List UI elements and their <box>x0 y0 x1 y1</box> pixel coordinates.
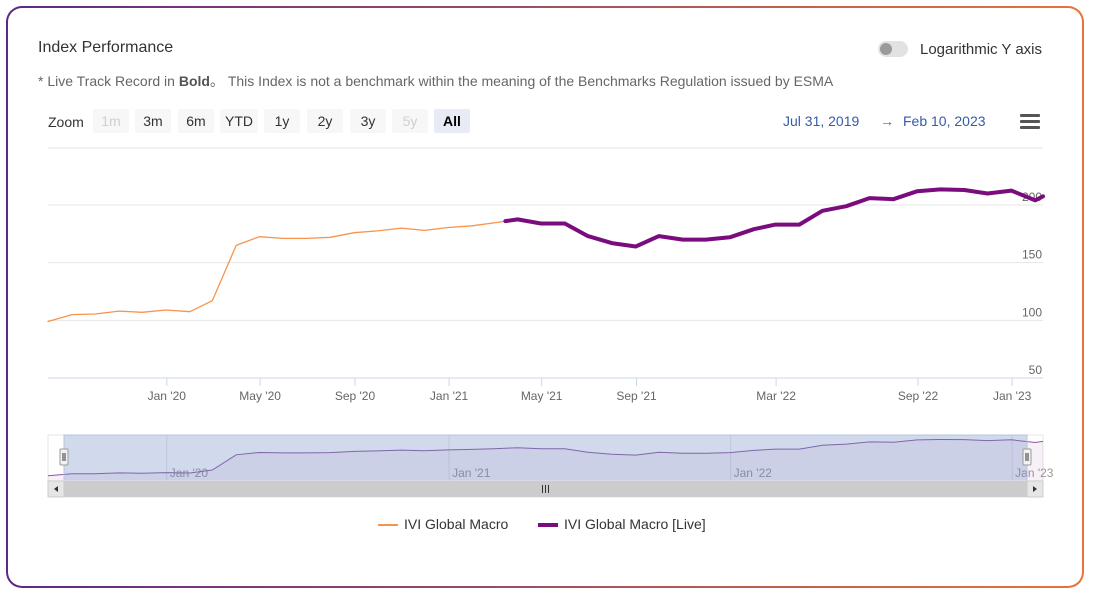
navigator-background <box>47 434 1044 482</box>
legend-label-backtest: IVI Global Macro <box>404 516 509 532</box>
y-tick-label: 50 <box>1029 363 1043 377</box>
range-from-input[interactable]: Jul 31, 2019 <box>783 113 860 129</box>
zoom-button-5y[interactable]: 5y <box>392 109 428 133</box>
note-prefix: * Live Track Record in <box>38 73 179 89</box>
navigator-tick-label: Jan '22 <box>734 466 773 480</box>
x-tick-label: Jan '20 <box>148 389 187 403</box>
legend-item-live[interactable]: IVI Global Macro [Live] <box>538 516 706 532</box>
log-axis-toggle[interactable] <box>878 41 908 57</box>
navigator-line <box>47 438 1044 477</box>
zoom-button-2y[interactable]: 2y <box>307 109 343 133</box>
navigator-handle-right <box>1022 448 1032 466</box>
zoom-button-all[interactable]: All <box>434 109 470 133</box>
legend-swatch-backtest <box>378 524 398 527</box>
navigator-tick-label: Jan '21 <box>452 466 491 480</box>
y-tick-label: 150 <box>1022 248 1042 262</box>
scrollbar-right-arrow-icon <box>1033 486 1037 492</box>
toggle-knob <box>880 43 892 55</box>
legend-swatch-live <box>538 523 558 528</box>
zoom-button-1m[interactable]: 1m <box>93 109 129 133</box>
series-line-live <box>503 187 1045 249</box>
x-tick-label: Sep '21 <box>616 389 657 403</box>
x-tick-label: Mar '22 <box>756 389 796 403</box>
x-tick-label: Sep '20 <box>335 389 376 403</box>
range-to-input[interactable]: Feb 10, 2023 <box>903 113 986 129</box>
range-arrow: → <box>880 113 894 129</box>
navigator-tick-label: Jan '23 <box>1015 466 1054 480</box>
zoom-label: Zoom <box>48 114 84 130</box>
scrollbar-left-arrow-icon <box>54 486 58 492</box>
x-tick-label: Sep '22 <box>898 389 939 403</box>
log-axis-label: Logarithmic Y axis <box>920 41 1043 58</box>
note-bold: Bold <box>178 73 210 89</box>
y-tick-label: 100 <box>1022 305 1042 319</box>
hamburger-menu-icon[interactable] <box>1020 114 1040 130</box>
x-tick-label: May '21 <box>521 389 563 403</box>
zoom-button-3m[interactable]: 3m <box>135 109 171 133</box>
navigator-area <box>48 439 1043 481</box>
note-suffix: 。 This Index is not a benchmark within t… <box>209 73 834 89</box>
chart-title: Index Performance <box>38 39 174 56</box>
legend-item-backtest[interactable]: IVI Global Macro <box>378 516 508 532</box>
legend-label-live: IVI Global Macro [Live] <box>564 516 706 532</box>
disclaimer-note: * Live Track Record in Bold。 This Index … <box>38 71 833 91</box>
x-tick-label: Jan '23 <box>993 389 1032 403</box>
zoom-button-1y[interactable]: 1y <box>264 109 300 133</box>
x-tick-label: Jan '21 <box>430 389 469 403</box>
navigator-handle-left <box>59 448 69 466</box>
zoom-button-6m[interactable]: 6m <box>178 109 214 133</box>
zoom-button-3y[interactable]: 3y <box>350 109 386 133</box>
x-tick-label: May '20 <box>239 389 281 403</box>
zoom-button-ytd[interactable]: YTD <box>220 109 258 133</box>
navigator-selection <box>63 434 1028 482</box>
series-line-backtest <box>47 220 507 323</box>
